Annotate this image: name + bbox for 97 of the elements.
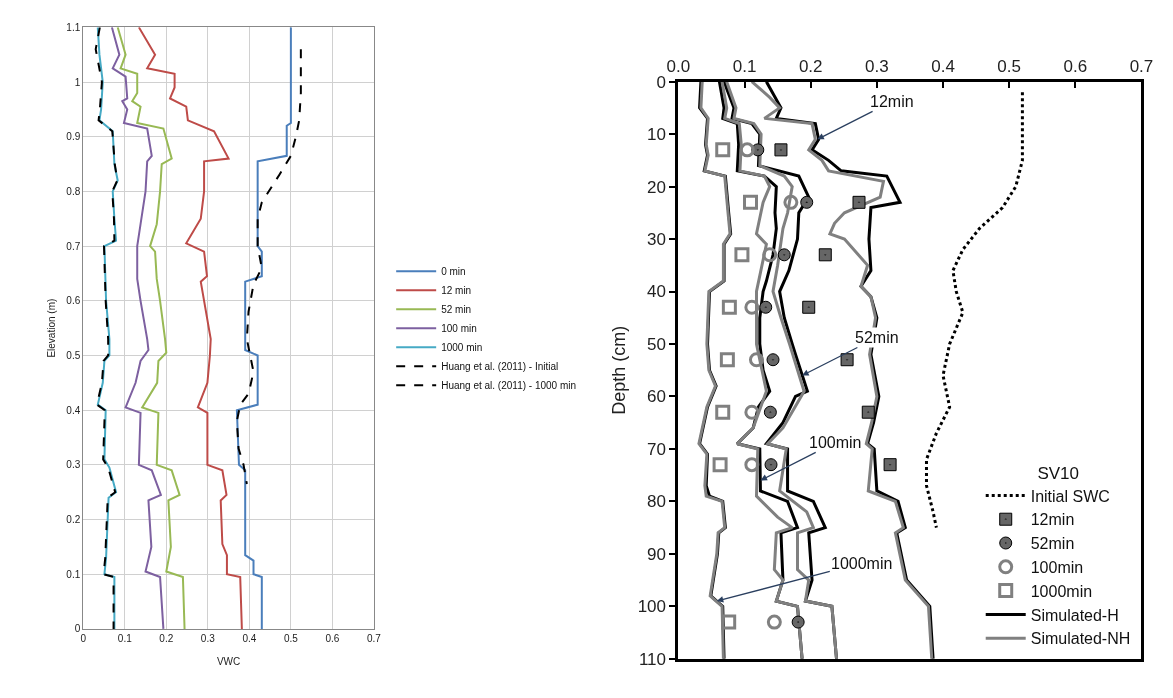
annotation: 12min <box>870 93 914 110</box>
point <box>759 300 773 314</box>
point <box>762 247 778 263</box>
y-tick-label: 70 <box>647 439 667 459</box>
y-tick-label: 0.4 <box>66 404 81 416</box>
y-tick-label: 0.1 <box>66 568 81 580</box>
x-tick-label: 0.4 <box>242 632 257 644</box>
point <box>739 142 755 158</box>
point <box>791 615 805 629</box>
point <box>721 614 737 630</box>
y-tick-label: 0.9 <box>66 131 81 143</box>
y-tick-label: 0.2 <box>66 514 81 526</box>
y-axis-title: Elevation (m) <box>46 298 58 358</box>
x-tick-label: 0.3 <box>865 56 889 76</box>
legend-label: Initial SWC <box>1030 487 1110 505</box>
x-tick-label: 0.7 <box>366 632 382 644</box>
y-tick-label: 0 <box>74 623 81 635</box>
point <box>744 404 760 420</box>
point <box>712 457 728 473</box>
y-tick-label: 40 <box>647 282 667 302</box>
line-series <box>235 27 292 629</box>
legend-label: 1000min <box>1030 582 1093 600</box>
point <box>743 194 759 210</box>
x-tick-label: 0.2 <box>798 56 823 76</box>
y-tick-label: 0.6 <box>66 295 81 307</box>
y-tick-label: 90 <box>647 544 667 564</box>
y-tick-label: 0.7 <box>66 240 81 252</box>
point <box>783 194 799 210</box>
legend-label: Huang et al. (2011) - Initial <box>441 361 559 373</box>
x-tick-label: 0.7 <box>1129 56 1154 76</box>
point <box>744 299 760 315</box>
y-tick-label: 30 <box>647 230 667 249</box>
point <box>800 195 814 209</box>
point <box>748 352 764 368</box>
point <box>774 143 788 157</box>
x-tick-label: 0.5 <box>283 632 299 644</box>
line-series <box>235 48 302 485</box>
x-tick-label: 0.3 <box>200 632 216 644</box>
x-tick-label: 0.4 <box>931 56 955 76</box>
line-series <box>137 27 243 629</box>
y-tick-label: 1.1 <box>66 21 81 33</box>
legend-label: Simulated-H <box>1030 606 1119 624</box>
x-tick-label: 0.1 <box>117 632 133 644</box>
legend-title: SV10 <box>1037 463 1080 483</box>
legend-label: 1000 min <box>441 342 483 354</box>
point <box>744 457 760 473</box>
y-tick-label: 0.8 <box>66 185 81 197</box>
legend-label: 12 min <box>441 285 472 297</box>
point <box>852 195 866 209</box>
point <box>861 405 875 419</box>
line-series <box>924 90 1024 530</box>
y-tick-label: 20 <box>647 177 667 197</box>
legend-label: Huang et al. (2011) - 1000 min <box>441 380 577 392</box>
legend-label: 100min <box>1030 559 1084 577</box>
x-tick-label: 0.6 <box>325 632 340 644</box>
line-series <box>110 27 165 629</box>
annotation: 100min <box>809 434 862 451</box>
legend-label: 12min <box>1030 511 1075 529</box>
y-tick-label: 100 <box>637 597 667 617</box>
annotation: 52min <box>855 329 899 346</box>
point <box>766 353 780 367</box>
legend-label: 52 min <box>441 304 472 316</box>
point <box>802 300 816 314</box>
x-tick-label: 0.5 <box>997 56 1021 76</box>
annotation: 1000min <box>831 555 893 572</box>
point <box>777 248 791 262</box>
y-tick-label: 50 <box>647 334 667 354</box>
point <box>840 353 854 367</box>
point <box>763 405 777 419</box>
x-tick-label: 0.6 <box>1063 56 1088 76</box>
point <box>883 458 897 472</box>
point <box>719 352 735 368</box>
x-tick-label: 0.2 <box>159 632 174 644</box>
point <box>721 299 737 315</box>
legend-label: 52min <box>1030 535 1075 553</box>
y-tick-label: 10 <box>647 125 667 145</box>
y-tick-label: 0.5 <box>66 349 81 361</box>
y-tick-label: 110 <box>638 649 667 669</box>
legend-label: 0 min <box>441 266 466 278</box>
y-tick-label: 60 <box>647 387 667 407</box>
point <box>734 247 750 263</box>
y-tick-label: 0.3 <box>66 459 81 471</box>
point <box>715 404 731 420</box>
x-tick-label: 0.0 <box>666 56 691 76</box>
point <box>766 614 782 630</box>
point <box>715 142 731 158</box>
x-tick-label: 0.1 <box>732 56 757 76</box>
y-axis-title: Depth (cm) <box>608 325 629 415</box>
legend-label: 100 min <box>441 323 477 335</box>
point <box>764 458 778 472</box>
y-tick-label: 80 <box>647 492 667 512</box>
y-tick-label: 1 <box>74 76 81 88</box>
y-tick-label: 0 <box>656 72 667 92</box>
point <box>818 248 832 262</box>
line-series <box>116 27 186 629</box>
x-axis-title: VWC <box>216 656 241 668</box>
legend-label: Simulated-NH <box>1030 630 1131 648</box>
